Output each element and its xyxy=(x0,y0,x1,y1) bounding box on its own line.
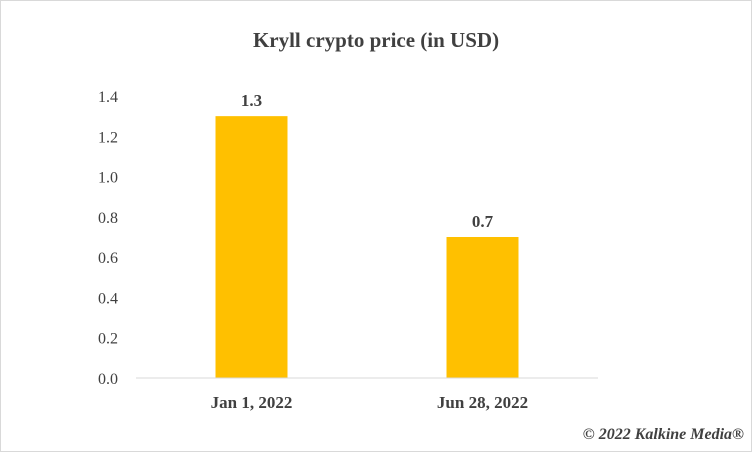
y-tick-label: 0.0 xyxy=(98,371,118,388)
y-tick-label: 0.4 xyxy=(98,290,118,307)
bars xyxy=(215,116,519,379)
y-tick-label: 0.2 xyxy=(98,331,118,348)
y-tick-label: 1.0 xyxy=(98,170,118,187)
y-axis-ticks: 0.0 0.2 0.4 0.6 0.8 1.0 1.2 1.4 xyxy=(98,89,118,388)
chart-title: Kryll crypto price (in USD) xyxy=(252,28,500,52)
bar-value-label: 1.3 xyxy=(241,91,262,110)
x-category-label: Jan 1, 2022 xyxy=(211,393,293,412)
bar xyxy=(446,237,519,378)
data-labels: 1.3 0.7 xyxy=(241,91,494,231)
bar xyxy=(215,116,288,379)
copyright-notice: © 2022 Kalkine Media® xyxy=(582,426,744,443)
y-tick-label: 0.8 xyxy=(98,210,118,227)
category-labels: Jan 1, 2022 Jun 28, 2022 xyxy=(211,393,528,412)
bar-value-label: 0.7 xyxy=(472,212,494,231)
y-tick-label: 1.2 xyxy=(98,129,118,146)
y-tick-label: 0.6 xyxy=(98,250,118,267)
x-category-label: Jun 28, 2022 xyxy=(437,393,528,412)
y-tick-label: 1.4 xyxy=(98,89,118,106)
